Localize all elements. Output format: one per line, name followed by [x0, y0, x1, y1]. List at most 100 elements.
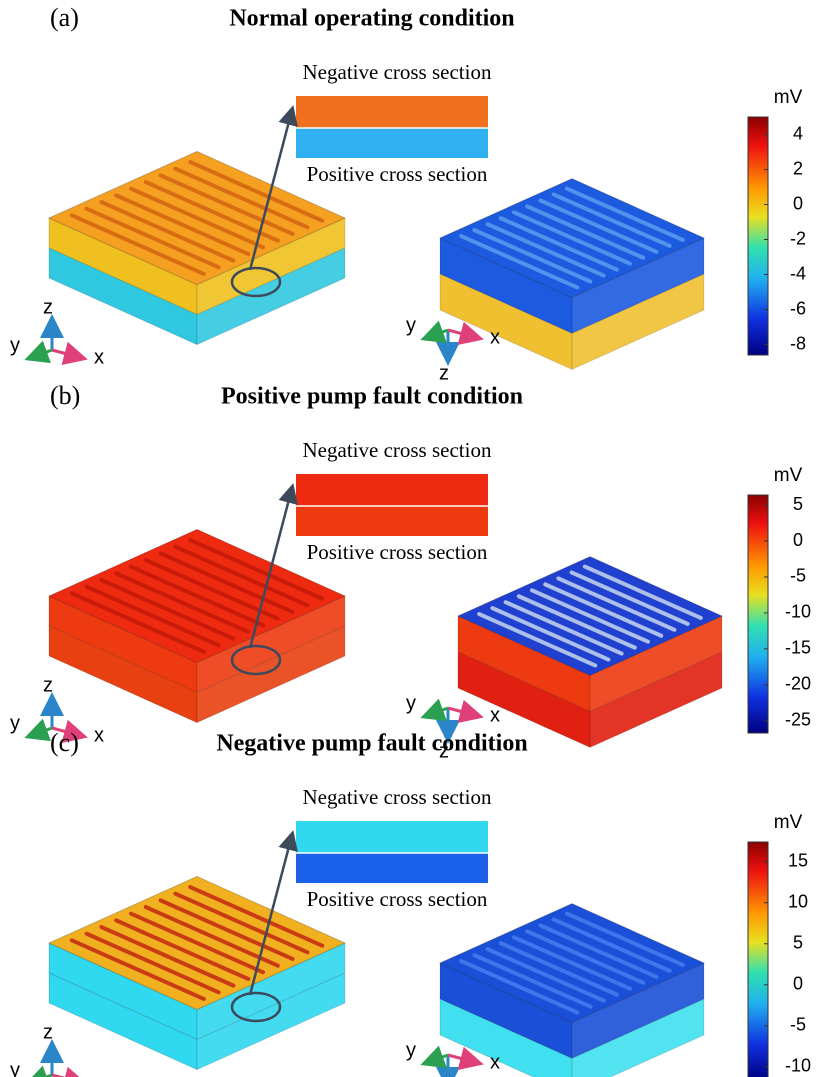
inset-negative	[296, 821, 488, 853]
groove	[543, 582, 664, 638]
axis-x	[447, 699, 484, 723]
axis-label-z: z	[439, 740, 449, 762]
groove	[459, 959, 580, 1015]
colorbar-tick-label: -4	[790, 263, 806, 283]
colorbar-tick-label: 0	[793, 974, 803, 994]
colorbar-tick-label: 2	[793, 158, 803, 178]
colorbar-unit: mV	[774, 87, 803, 108]
groove	[99, 925, 236, 988]
groove	[69, 938, 206, 1001]
axis-x	[51, 719, 88, 743]
colorbar	[747, 841, 769, 1077]
groove	[516, 594, 637, 650]
groove	[485, 222, 606, 278]
groove	[564, 186, 685, 242]
colorbar-tick-label: -5	[790, 566, 806, 586]
groove	[173, 544, 310, 608]
colorbar-unit: mV	[774, 812, 803, 833]
axis-x	[447, 1046, 484, 1070]
groove	[188, 885, 325, 948]
groove	[498, 941, 619, 997]
groove	[188, 538, 325, 601]
groove	[99, 200, 236, 263]
panel-label: (b)	[50, 381, 80, 410]
groove	[503, 600, 624, 656]
axis-x	[447, 321, 484, 345]
groove	[512, 210, 632, 266]
colorbar-tick-label: 4	[793, 123, 803, 143]
axis-label-y: y	[10, 334, 20, 356]
block-right-lower	[196, 247, 346, 346]
block-right-lower	[589, 651, 723, 749]
colorbar	[747, 494, 769, 734]
panel-title: Normal operating condition	[229, 6, 514, 32]
axis-label-x: x	[94, 346, 104, 368]
groove	[538, 198, 659, 254]
groove	[582, 564, 703, 620]
colorbar-tick-label: 15	[788, 850, 808, 870]
colorbar-tick-label: -10	[785, 602, 811, 622]
groove	[69, 213, 206, 276]
groove	[143, 180, 280, 243]
axis-y	[24, 340, 53, 364]
colorbar-tick-label: -8	[790, 333, 806, 353]
axis-label-y: y	[406, 692, 416, 714]
groove	[158, 551, 295, 614]
axis-label-z: z	[439, 362, 449, 384]
colorbar-tick-label: -2	[790, 228, 806, 248]
panel-title: Negative pump fault condition	[216, 731, 527, 757]
inset-positive	[296, 853, 488, 883]
block-right-lower	[196, 625, 346, 724]
pointer-arrow	[248, 830, 298, 996]
block-left-lower	[439, 998, 573, 1077]
colorbar-tick-label: -6	[790, 298, 806, 318]
groove	[556, 576, 677, 632]
axis-x	[51, 1066, 88, 1077]
groove	[84, 206, 221, 270]
colorbar-tick-label: 5	[793, 494, 803, 514]
panel: (a) Normal operating condition Negative cr…	[10, 3, 806, 384]
colorbar-tick-label: 5	[793, 933, 803, 953]
highlight-ellipse	[230, 266, 282, 298]
panel: (c) Negative pump fault condition Negative…	[10, 728, 811, 1077]
positive-caption: Positive cross section	[307, 162, 488, 186]
groove	[69, 591, 206, 654]
axis-label-x: x	[94, 1071, 104, 1077]
groove	[129, 186, 265, 250]
groove	[188, 160, 325, 223]
axis-label-x: x	[490, 1051, 500, 1073]
groove	[114, 193, 251, 256]
axis-label-z: z	[43, 296, 53, 318]
panel: (b) Positive pump fault condition Negative…	[10, 381, 811, 762]
groove	[143, 905, 280, 968]
inset-positive	[296, 506, 488, 536]
colorbar-tick-label: 0	[793, 530, 803, 550]
negative-caption: Negative cross section	[303, 60, 492, 84]
groove	[143, 558, 280, 621]
axis-y	[420, 320, 449, 344]
block-right-lower	[571, 998, 705, 1077]
groove	[512, 935, 632, 991]
groove	[114, 571, 251, 634]
groove	[173, 166, 310, 230]
groove	[459, 234, 580, 290]
groove	[129, 911, 265, 975]
block-right-lower	[571, 273, 705, 371]
highlight-ellipse	[230, 644, 282, 676]
panel-title: Positive pump fault condition	[221, 384, 523, 410]
axis-label-y: y	[10, 1059, 20, 1077]
groove	[84, 931, 221, 995]
axis-y	[420, 1045, 449, 1069]
inset-negative	[296, 474, 488, 506]
groove	[538, 923, 659, 979]
groove	[485, 947, 606, 1003]
colorbar	[747, 116, 769, 356]
axis-y	[420, 698, 449, 722]
groove	[490, 606, 611, 662]
panel-label: (a)	[50, 3, 79, 32]
inset-negative	[296, 96, 488, 128]
axis-label-x: x	[94, 724, 104, 746]
colorbar-tick-label: -25	[785, 710, 811, 730]
groove	[472, 228, 593, 284]
pointer-arrow	[248, 483, 298, 649]
